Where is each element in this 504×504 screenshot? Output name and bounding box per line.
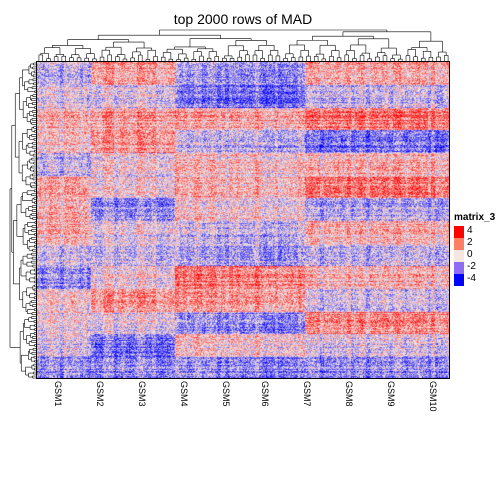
legend-swatch (454, 274, 464, 286)
column-label: GSM7 (301, 381, 312, 407)
legend-label: -2 (467, 261, 476, 272)
column-label: GSM4 (179, 381, 190, 407)
column-label: GSM8 (343, 381, 354, 407)
column-labels: GSM1 GSM2 GSM3 GSM4 GSM5 GSM6 GSM7 GSM8 GSM9 GSM1… (37, 381, 450, 504)
column-label: GSM9 (385, 381, 396, 407)
legend-item: -4 (454, 273, 504, 286)
plot-title: top 2000 rows of MAD (173, 11, 313, 27)
legend-item: 4 (454, 225, 504, 238)
column-label: GSM6 (259, 381, 270, 407)
legend-item: -2 (454, 261, 504, 274)
legend-swatch (454, 238, 464, 250)
legend-label: 2 (467, 237, 473, 248)
legend-label: -4 (467, 273, 476, 284)
legend-item: 2 (454, 237, 504, 250)
legend-label: 4 (467, 225, 473, 236)
legend-item: 0 (454, 249, 504, 262)
column-label: GSM10 (427, 381, 438, 412)
column-label: GSM1 (53, 381, 64, 407)
heatmap-body (37, 62, 450, 379)
legend-swatch (454, 226, 464, 238)
legend-swatch (454, 250, 464, 262)
legend-swatch (454, 262, 464, 274)
legend-label: 0 (467, 249, 473, 260)
legend-title: matrix_3 (454, 212, 496, 223)
row-dendrogram (9, 62, 36, 379)
column-label: GSM2 (95, 381, 106, 407)
column-label: GSM3 (137, 381, 148, 407)
color-legend: matrix_3 4 2 0 -2 -4 (454, 212, 504, 286)
column-dendrogram (38, 29, 449, 61)
legend-rows: 4 2 0 -2 -4 (454, 225, 504, 286)
column-label: GSM5 (221, 381, 232, 407)
